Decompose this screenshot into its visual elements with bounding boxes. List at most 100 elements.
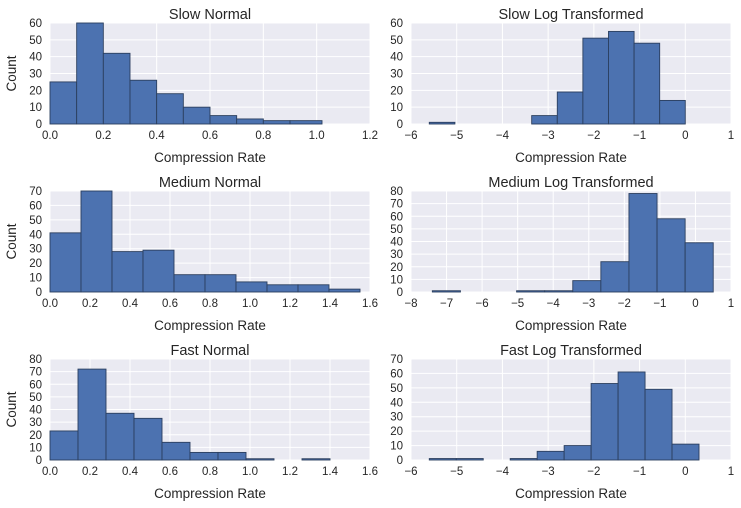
fast-normal-panel: 0.0 0.2 0.4 0.6 0.8 1.0 1.2 1.4 1.6 0102030405060… bbox=[4, 343, 378, 501]
medium-log-y-tick-label: 50 bbox=[390, 224, 403, 236]
fast-log-y-tick-label: 40 bbox=[390, 397, 403, 409]
fast-normal-y-tick-label: 70 bbox=[29, 367, 42, 379]
medium-normal-bar bbox=[204, 274, 237, 293]
fast-normal-y-tick-label: 20 bbox=[29, 430, 42, 442]
slow-normal-x-tick-label: 0.4 bbox=[149, 130, 166, 142]
slow-log-bar bbox=[633, 42, 661, 125]
slow-normal-bar bbox=[289, 120, 323, 125]
slow-normal-x-tick-label: 0.0 bbox=[42, 130, 58, 142]
slow-normal-bar bbox=[102, 52, 131, 125]
fast-log-x-tick-label: −1 bbox=[633, 466, 646, 478]
medium-log-x-tick-label: 1 bbox=[728, 298, 734, 310]
slow-normal-y-tick-label: 50 bbox=[29, 35, 42, 47]
slow-normal-x-tick-label: 1.2 bbox=[362, 130, 378, 142]
slow-log-x-tick-label: −6 bbox=[404, 130, 417, 142]
medium-normal-y-tick-label: 40 bbox=[29, 229, 42, 241]
slow-normal-bar bbox=[156, 93, 184, 125]
slow-normal-y-tick-label: 0 bbox=[36, 119, 42, 131]
medium-normal-x-axis-label: Compression Rate bbox=[154, 318, 266, 333]
fast-normal-y-tick-label: 60 bbox=[29, 379, 42, 391]
medium-log-x-tick-label: −1 bbox=[653, 298, 666, 310]
slow-normal-bar bbox=[129, 79, 158, 125]
fast-normal-y-tick-label: 0 bbox=[36, 455, 42, 467]
slow-log-y-tick-label: 20 bbox=[390, 85, 403, 97]
slow-log-bar bbox=[582, 37, 609, 125]
medium-log-y-tick-label: 70 bbox=[390, 199, 403, 211]
slow-normal-bar bbox=[236, 118, 264, 125]
medium-normal-x-tick-label: 1.0 bbox=[242, 298, 258, 310]
medium-log-bar bbox=[656, 218, 686, 293]
slow-normal-x-tick-label: 0.2 bbox=[95, 130, 111, 142]
medium-log-y-tick-label: 0 bbox=[397, 287, 403, 299]
slow-normal-y-tick-label: 60 bbox=[29, 18, 42, 30]
medium-normal-y-tick-label: 0 bbox=[36, 287, 42, 299]
fast-log-bar bbox=[644, 388, 673, 461]
slow-log-title: Slow Log Transformed bbox=[498, 7, 643, 23]
fast-log-y-tick-label: 10 bbox=[390, 441, 403, 453]
fast-normal-x-tick-label: 0.2 bbox=[82, 466, 98, 478]
fast-log-x-tick-label: −4 bbox=[496, 466, 510, 478]
medium-normal-y-tick-label: 60 bbox=[29, 200, 42, 212]
medium-log-x-tick-label: −5 bbox=[511, 298, 524, 310]
slow-normal-x-tick-label: 1.0 bbox=[309, 130, 325, 142]
medium-normal-bar bbox=[328, 288, 361, 293]
slow-normal-panel: 0.0 0.2 0.4 0.6 0.8 1.0 1.2 0 10 20 30 40 50 60 Slow N… bbox=[4, 7, 378, 165]
slow-log-bar bbox=[428, 121, 456, 125]
medium-normal-y-tick-label: 10 bbox=[29, 273, 42, 285]
medium-normal-x-tick-label: 0.4 bbox=[122, 298, 139, 310]
medium-log-y-tick-label: 20 bbox=[390, 262, 403, 274]
medium-normal-y-tick-label: 50 bbox=[29, 215, 42, 227]
fast-normal-bar bbox=[133, 417, 163, 461]
fast-normal-bar bbox=[105, 412, 135, 461]
fast-normal-x-tick-label: 0.4 bbox=[122, 466, 139, 478]
medium-normal-x-tick-label: 0.8 bbox=[202, 298, 218, 310]
fast-normal-bar bbox=[217, 451, 247, 461]
fast-normal-y-tick-label: 10 bbox=[29, 442, 42, 454]
medium-normal-bar bbox=[235, 281, 268, 293]
fast-log-y-tick-label: 0 bbox=[397, 455, 403, 467]
slow-log-y-tick-label: 60 bbox=[390, 18, 403, 30]
medium-normal-bar bbox=[266, 284, 299, 293]
fast-log-bar bbox=[428, 458, 457, 461]
medium-normal-y-tick-label: 30 bbox=[29, 244, 42, 256]
slow-normal-x-tick-label: 0.8 bbox=[255, 130, 271, 142]
medium-normal-bar bbox=[80, 190, 113, 293]
slow-log-x-tick-label: 1 bbox=[728, 130, 734, 142]
fast-normal-bar bbox=[161, 441, 191, 461]
medium-log-x-tick-label: −2 bbox=[618, 298, 631, 310]
medium-log-x-tick-label: 0 bbox=[692, 298, 698, 310]
medium-normal-x-tick-label: 1.6 bbox=[362, 298, 378, 310]
medium-normal-x-tick-label: 1.2 bbox=[282, 298, 298, 310]
fast-normal-bar bbox=[189, 451, 219, 461]
fast-log-bar bbox=[509, 458, 538, 461]
medium-normal-x-tick-label: 0.2 bbox=[82, 298, 98, 310]
medium-normal-bar bbox=[173, 274, 206, 293]
slow-normal-x-axis-label: Compression Rate bbox=[154, 150, 266, 165]
fast-normal-title: Fast Normal bbox=[171, 343, 250, 359]
medium-log-y-tick-label: 40 bbox=[390, 237, 403, 249]
fast-log-x-tick-label: −3 bbox=[542, 466, 555, 478]
slow-log-bar bbox=[531, 115, 558, 125]
medium-normal-panel: 0.0 0.2 0.4 0.6 0.8 1.0 1.2 1.4 1.6 0 10 20 30 40 50 60… bbox=[4, 175, 378, 333]
fast-normal-y-axis-label: Count bbox=[4, 391, 19, 427]
slow-log-x-tick-label: −2 bbox=[587, 130, 600, 142]
fast-normal-x-axis-label: Compression Rate bbox=[154, 486, 266, 501]
medium-log-y-tick-label: 60 bbox=[390, 211, 403, 223]
medium-log-bar bbox=[516, 290, 546, 293]
slow-normal-bar bbox=[262, 120, 291, 125]
slow-log-bar bbox=[659, 99, 686, 125]
fast-normal-x-tick-label: 1.0 bbox=[242, 466, 258, 478]
fast-log-y-tick-label: 30 bbox=[390, 412, 403, 424]
fast-normal-x-tick-label: 1.4 bbox=[322, 466, 339, 478]
medium-log-bar bbox=[544, 290, 574, 293]
medium-log-title: Medium Log Transformed bbox=[488, 175, 653, 191]
slow-log-y-tick-label: 0 bbox=[397, 119, 403, 131]
medium-normal-bar bbox=[297, 284, 330, 293]
fast-normal-x-tick-label: 1.2 bbox=[282, 466, 298, 478]
medium-log-panel: −8 −7 −6 −5 −4 −3 −2 −1 0 101020304050607080Mediu… bbox=[390, 175, 734, 333]
medium-log-y-tick-label: 10 bbox=[390, 274, 403, 286]
fast-normal-y-tick-label: 40 bbox=[29, 405, 42, 417]
medium-normal-y-tick-label: 20 bbox=[29, 258, 42, 270]
